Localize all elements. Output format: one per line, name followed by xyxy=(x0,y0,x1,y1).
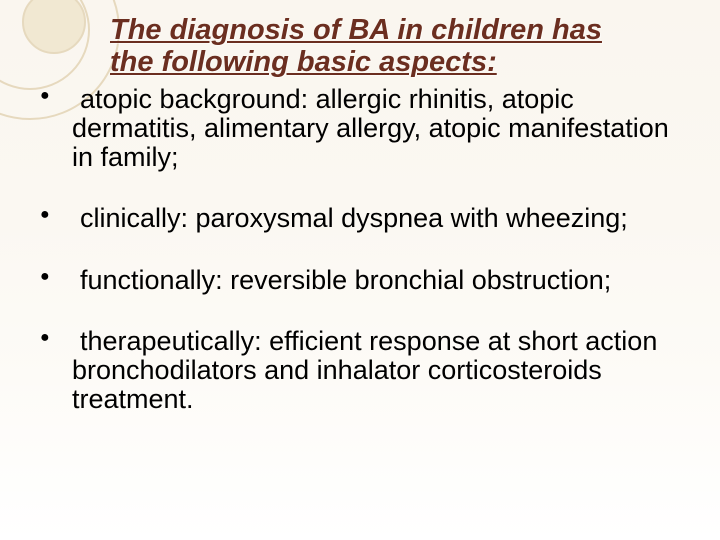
slide: The diagnosis of BA in children has the … xyxy=(0,0,720,540)
list-item: atopic background: allergic rhinitis, at… xyxy=(30,85,690,172)
slide-title: The diagnosis of BA in children has the … xyxy=(110,14,650,79)
list-item-text: clinically: paroxysmal dyspnea with whee… xyxy=(72,204,690,233)
list-item-text: functionally: reversible bronchial obstr… xyxy=(72,266,690,295)
list-item-text: atopic background: allergic rhinitis, at… xyxy=(72,85,690,172)
bullet-list: atopic background: allergic rhinitis, at… xyxy=(30,85,690,414)
slide-content: The diagnosis of BA in children has the … xyxy=(0,0,720,434)
list-item: therapeutically: efficient response at s… xyxy=(30,327,690,414)
list-item: clinically: paroxysmal dyspnea with whee… xyxy=(30,204,690,233)
list-item-text: therapeutically: efficient response at s… xyxy=(72,327,690,414)
list-item: functionally: reversible bronchial obstr… xyxy=(30,266,690,295)
